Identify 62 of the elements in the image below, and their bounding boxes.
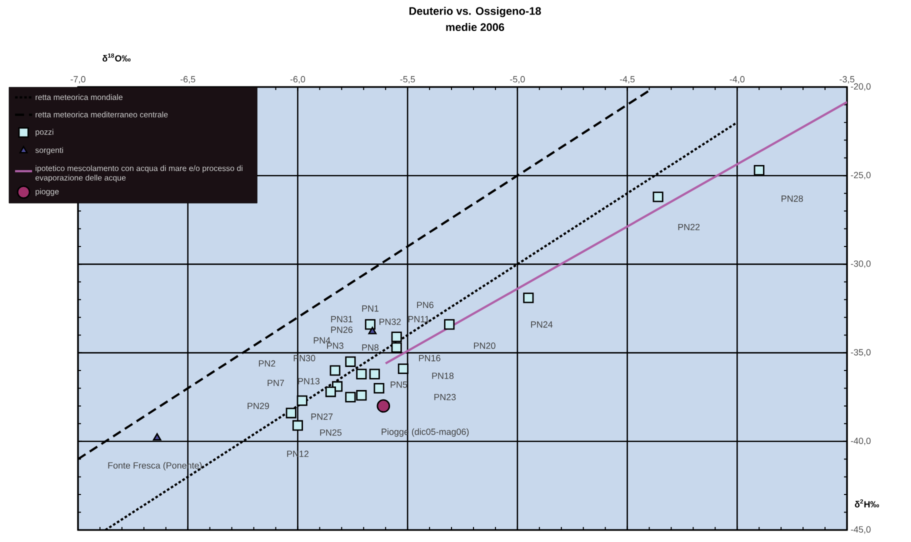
annotation: PN25 [320, 429, 342, 436]
y-tick-label: -40,0 [850, 438, 871, 446]
annotation: PN27 [311, 413, 333, 420]
point [374, 382, 384, 394]
point [364, 319, 376, 330]
point [391, 332, 402, 342]
y-tick-label: -20,0 [850, 83, 871, 91]
point [754, 165, 764, 176]
x-tick-label: -7,0 [70, 76, 86, 84]
x-tick-label: -6,0 [290, 76, 306, 84]
y-axis-title: δ$^{2}$H‰ [854, 499, 880, 508]
y-tick-label: -25,0 [850, 172, 871, 180]
annotation: PN32 [380, 318, 401, 325]
point [523, 292, 534, 304]
point [330, 365, 340, 376]
point [286, 408, 296, 418]
x-tick-label: -5,0 [510, 76, 525, 84]
annotation: PN20 [474, 342, 496, 349]
point [376, 399, 390, 413]
annotation: PN3 [327, 342, 344, 349]
annotation: PN24 [531, 321, 553, 328]
x-tick-label: -6,5 [180, 76, 196, 84]
point [652, 192, 664, 202]
point [368, 326, 377, 334]
point [444, 319, 455, 330]
annotation: PN4 [314, 337, 330, 344]
point [345, 356, 356, 367]
annotation: PN26 [331, 326, 353, 333]
point [345, 392, 356, 402]
x-tick-label: -4,0 [730, 76, 745, 84]
annotation: PN28 [782, 195, 803, 202]
annotation: PN29 [248, 402, 269, 410]
x-tick-label: -4,5 [620, 76, 635, 84]
point [391, 342, 402, 353]
y-tick-label: -30,0 [850, 260, 871, 268]
annotation: PN11 [408, 316, 430, 322]
point [325, 386, 336, 398]
point [152, 433, 162, 441]
point [369, 368, 380, 380]
annotation: PN2 [258, 360, 276, 367]
annotation: PN23 [434, 394, 456, 400]
annotation: PN18 [432, 372, 454, 380]
annotation: PN5 [390, 382, 408, 388]
annotation: PN8 [362, 344, 379, 351]
annotation: PN22 [678, 224, 700, 230]
point [398, 363, 408, 374]
annotation: PN6 [417, 302, 434, 308]
chart-subtitle: medie 2006 [446, 22, 504, 32]
point [356, 390, 367, 401]
annotation: PN31 [331, 316, 352, 322]
x-tick-label: -5,5 [400, 76, 415, 84]
point [292, 420, 303, 431]
chart-title: Deuterio vs. Ossigeno-18 [409, 6, 541, 18]
x-axis-title: δ$^{18}$O‰ [102, 53, 131, 62]
annotation: PN1 [362, 305, 379, 312]
point [296, 395, 308, 406]
point [356, 368, 367, 380]
y-tick-label: -45,0 [850, 526, 871, 534]
annotation: PN16 [419, 354, 440, 362]
x-tick-label: -3,5 [840, 76, 854, 84]
y-tick-label: -35,0 [850, 349, 871, 356]
annotation: PN7 [268, 380, 284, 386]
